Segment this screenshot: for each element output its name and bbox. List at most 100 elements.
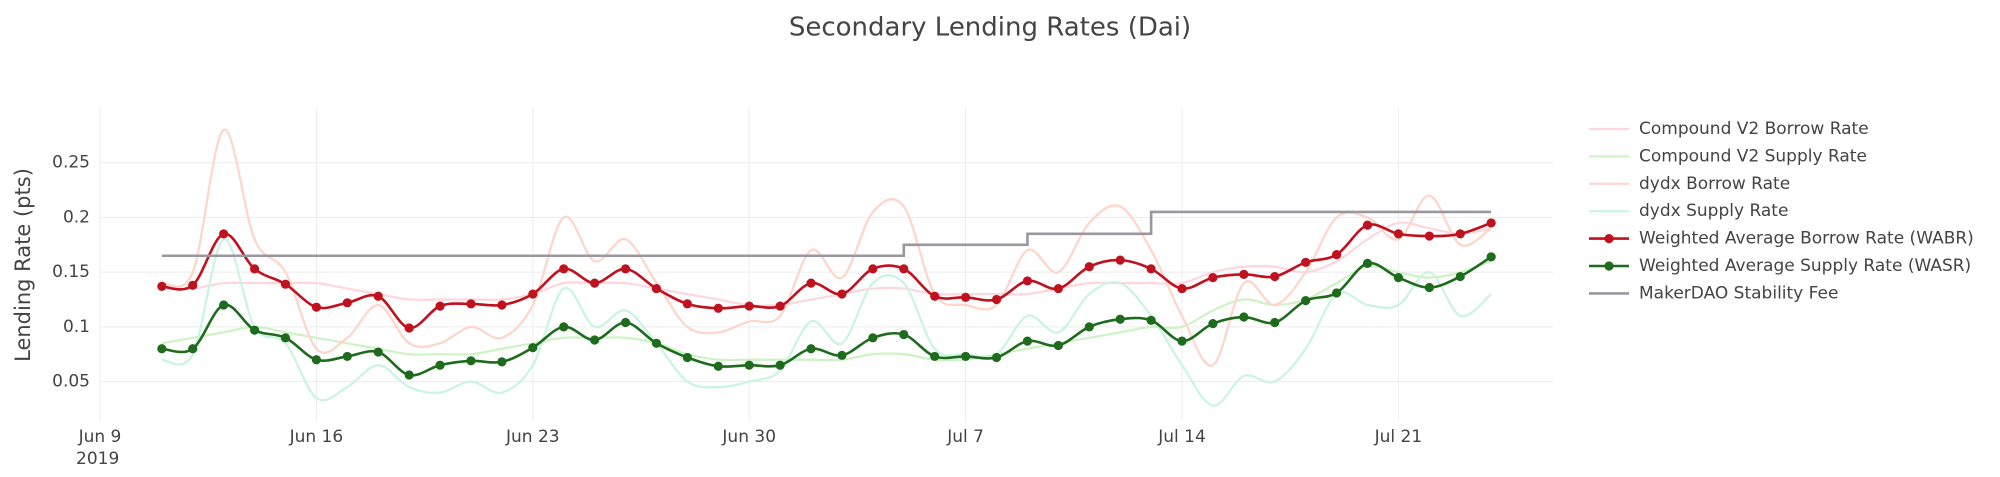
series-marker	[1270, 317, 1280, 328]
series-marker	[620, 317, 631, 328]
series-marker	[1486, 252, 1496, 262]
x-tick-label: Jun 16	[289, 427, 344, 447]
series-marker	[961, 351, 971, 362]
series-marker	[280, 279, 291, 289]
series-marker	[590, 335, 600, 345]
series-marker	[497, 357, 507, 367]
chart-title: Secondary Lending Rates (Dai)	[789, 13, 1191, 43]
series-marker	[837, 350, 847, 360]
series-marker	[930, 351, 940, 362]
series-marker	[188, 344, 198, 354]
series-marker	[651, 338, 662, 348]
series-marker	[651, 283, 662, 294]
series-marker	[1424, 231, 1434, 241]
series-marker	[280, 333, 291, 343]
x-tick-label: Jul 14	[1157, 427, 1206, 447]
legend-label: Weighted Average Supply Rate (WASR)	[1639, 256, 1971, 276]
series-marker	[373, 347, 383, 357]
series-marker	[991, 352, 1002, 363]
x-tick-label: Jun 23	[505, 427, 560, 447]
legend-label: dydx Borrow Rate	[1639, 174, 1790, 194]
series-marker	[1270, 271, 1280, 282]
series-marker	[744, 360, 754, 370]
series-marker	[373, 291, 383, 301]
y-tick-label: 0.05	[52, 372, 90, 392]
legend-marker	[1604, 234, 1614, 244]
series-marker	[930, 291, 940, 301]
series-marker	[1208, 318, 1218, 329]
series-marker	[1053, 340, 1063, 351]
series-marker	[1301, 257, 1311, 267]
series-marker	[1146, 315, 1156, 325]
series-marker	[188, 280, 198, 290]
series-marker	[713, 303, 723, 313]
series-marker	[806, 278, 816, 288]
series-marker	[1053, 283, 1063, 294]
x-tick-year: 2019	[76, 449, 119, 469]
series-marker	[1362, 258, 1373, 269]
legend-label: MakerDAO Stability Fee	[1639, 283, 1838, 303]
series-marker	[1362, 220, 1373, 230]
series-marker	[1177, 336, 1187, 346]
series-marker	[342, 298, 352, 308]
series-marker	[219, 229, 229, 239]
series-marker	[249, 264, 260, 274]
legend-marker	[1604, 261, 1614, 271]
series-marker	[1393, 273, 1404, 283]
legend-label: dydx Supply Rate	[1639, 201, 1788, 221]
x-tick-label: Jun 30	[721, 427, 776, 447]
legend-label: Compound V2 Borrow Rate	[1639, 119, 1869, 139]
series-marker	[1022, 276, 1033, 286]
legend-label: Weighted Average Borrow Rate (WABR)	[1639, 229, 1974, 249]
series-marker	[1177, 283, 1187, 294]
series-marker	[404, 323, 414, 333]
series-marker	[559, 322, 569, 332]
series-marker	[806, 344, 816, 354]
series-marker	[559, 264, 569, 274]
series-marker	[899, 264, 909, 274]
series-marker	[868, 333, 878, 343]
series-marker	[961, 292, 971, 302]
series-marker	[868, 264, 878, 274]
series-marker	[1331, 288, 1342, 298]
series-marker	[775, 360, 785, 370]
series-line	[161, 255, 1492, 377]
series-marker	[590, 278, 600, 288]
series-marker	[620, 264, 631, 274]
series-marker	[311, 302, 322, 312]
series-line	[161, 210, 1492, 258]
series-marker	[342, 351, 352, 362]
series-marker	[466, 356, 476, 366]
series-marker	[775, 301, 785, 311]
series-marker	[528, 343, 538, 353]
series-marker	[1208, 273, 1218, 283]
series-line	[161, 238, 1492, 407]
series-marker	[435, 301, 445, 311]
series-marker	[249, 325, 260, 335]
series-marker	[157, 344, 167, 354]
x-tick-label: Jul 7	[946, 427, 984, 447]
series-marker	[404, 370, 414, 380]
series-marker	[466, 299, 476, 309]
y-tick-label: 0.2	[63, 207, 90, 227]
series-marker	[1115, 314, 1125, 324]
series-marker	[837, 289, 847, 299]
grid	[99, 108, 1553, 421]
series-marker	[1022, 336, 1033, 346]
series-line	[161, 128, 1492, 367]
x-tick-label: Jun 9	[78, 427, 122, 447]
y-tick-label: 0.25	[52, 153, 90, 173]
series-marker	[435, 360, 445, 370]
y-tick-label: 0.15	[52, 262, 90, 282]
series-marker	[1331, 250, 1342, 260]
series-marker	[1146, 264, 1156, 274]
series-marker	[991, 294, 1002, 305]
series-marker	[682, 352, 692, 363]
series-marker	[1115, 255, 1125, 265]
series-marker	[744, 301, 754, 311]
y-tick-label: 0.1	[63, 317, 90, 337]
series-marker	[1455, 271, 1465, 282]
series-marker	[1393, 229, 1404, 239]
series-marker	[219, 300, 229, 310]
